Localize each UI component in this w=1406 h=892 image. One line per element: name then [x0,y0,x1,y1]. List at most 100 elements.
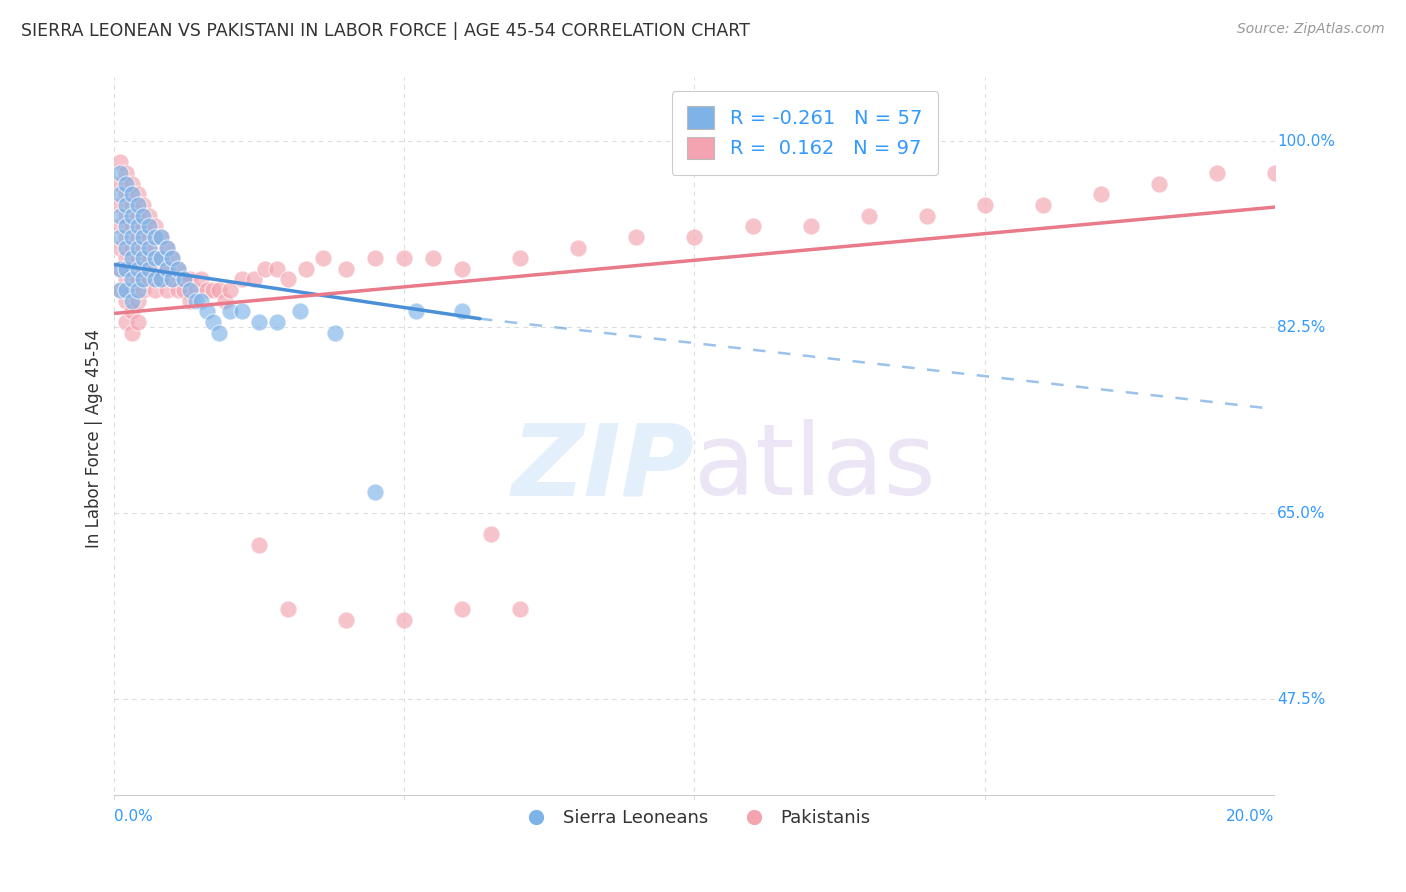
Point [127,251,149,265]
Point [567,240,589,254]
Point [179,283,201,297]
Point [138,209,160,223]
Text: 65.0%: 65.0% [1277,506,1326,521]
Point [115,240,138,254]
Point [149,230,172,244]
Point [162,272,184,286]
Point [127,240,149,254]
Text: ZIP: ZIP [512,419,695,516]
Point [143,240,166,254]
Point [167,261,190,276]
Point [108,261,131,276]
Point [509,251,531,265]
Point [173,283,195,297]
Point [973,198,995,212]
Point [451,304,474,318]
Point [138,230,160,244]
Point [115,230,138,244]
Point [115,261,138,276]
Point [509,602,531,616]
Point [149,272,172,286]
Point [323,326,346,340]
Point [156,240,179,254]
Point [121,219,143,234]
Point [115,251,138,265]
Point [162,251,184,265]
Point [249,538,271,552]
Point [219,283,242,297]
Point [335,613,357,627]
Point [156,261,179,276]
Point [138,219,160,234]
Point [179,293,201,308]
Text: 0.0%: 0.0% [114,809,153,823]
Point [1147,177,1170,191]
Point [115,293,138,308]
Point [115,209,138,223]
Point [162,251,184,265]
Point [138,261,160,276]
Point [108,155,131,169]
Point [295,261,318,276]
Point [422,251,444,265]
Point [138,272,160,286]
Point [858,209,880,223]
Point [451,261,474,276]
Text: 47.5%: 47.5% [1277,691,1326,706]
Point [127,198,149,212]
Point [156,283,179,297]
Point [1090,187,1112,202]
Point [195,283,218,297]
Point [219,304,242,318]
Point [121,230,143,244]
Point [115,187,138,202]
Point [132,209,155,223]
Point [451,602,474,616]
Point [108,209,131,223]
Point [121,240,143,254]
Point [121,209,143,223]
Point [156,261,179,276]
Text: 20.0%: 20.0% [1226,809,1275,823]
Point [1031,198,1053,212]
Point [364,485,387,500]
Point [162,272,184,286]
Point [121,177,143,191]
Point [394,613,416,627]
Point [149,230,172,244]
Point [127,261,149,276]
Point [115,219,138,234]
Point [132,230,155,244]
Text: 82.5%: 82.5% [1277,319,1326,334]
Point [108,177,131,191]
Point [121,304,143,318]
Point [156,240,179,254]
Point [149,251,172,265]
Point [335,261,357,276]
Point [108,219,131,234]
Point [115,315,138,329]
Legend: Sierra Leoneans, Pakistanis: Sierra Leoneans, Pakistanis [510,802,879,835]
Point [115,166,138,180]
Point [108,283,131,297]
Point [249,315,271,329]
Point [405,304,427,318]
Text: Source: ZipAtlas.com: Source: ZipAtlas.com [1237,22,1385,37]
Point [394,251,416,265]
Y-axis label: In Labor Force | Age 45-54: In Labor Force | Age 45-54 [86,329,103,549]
Point [115,177,138,191]
Point [277,602,299,616]
Point [184,283,207,297]
Point [195,304,218,318]
Point [143,272,166,286]
Point [1205,166,1227,180]
Point [132,272,155,286]
Point [127,283,149,297]
Point [481,527,503,541]
Point [179,272,201,286]
Point [121,187,143,202]
Text: atlas: atlas [695,419,936,516]
Point [127,315,149,329]
Point [121,326,143,340]
Point [288,304,311,318]
